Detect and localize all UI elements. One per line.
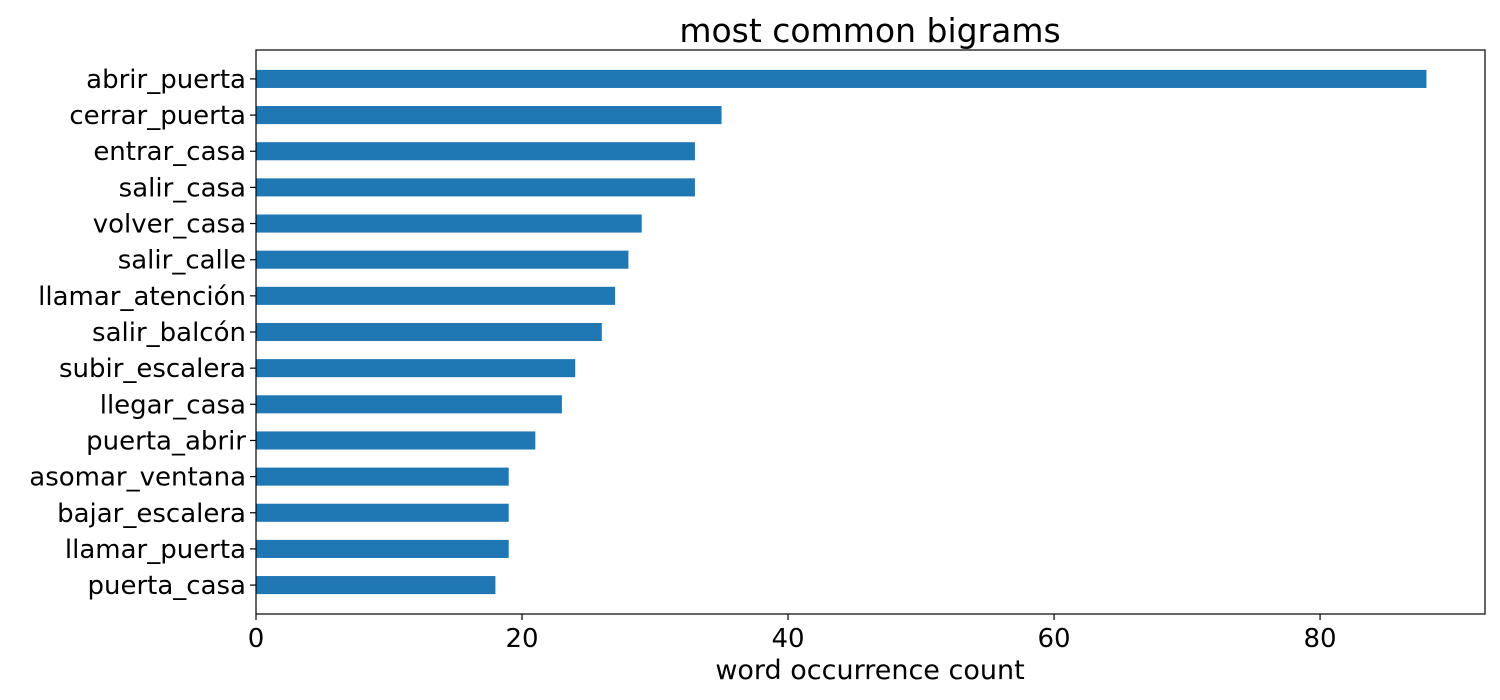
x-tick-label-20: 20 xyxy=(505,624,538,654)
y-tick-label-cerrar-puerta: cerrar_puerta xyxy=(69,101,246,131)
x-tick-label-60: 60 xyxy=(1038,624,1071,654)
bar-llamar-atenci-n xyxy=(256,286,616,305)
y-tick-label-llamar-atenci-n: llamar_atención xyxy=(38,282,246,312)
y-tick-label-asomar-ventana: asomar_ventana xyxy=(29,463,246,493)
x-tick-label-40: 40 xyxy=(771,624,804,654)
bar-puerta-casa xyxy=(256,576,496,595)
bar-cerrar-puerta xyxy=(256,106,722,125)
y-tick-label-bajar-escalera: bajar_escalera xyxy=(57,499,246,529)
y-tick-label-subir-escalera: subir_escalera xyxy=(59,354,246,384)
bars-layer xyxy=(256,69,1427,595)
y-tick-label-salir-casa: salir_casa xyxy=(119,173,246,203)
bar-llamar-puerta xyxy=(256,539,509,558)
y-tick-label-entrar-casa: entrar_casa xyxy=(93,137,246,167)
y-tick-label-llamar-puerta: llamar_puerta xyxy=(65,535,246,565)
y-axis: abrir_puerta cerrar_puerta entrar_casasali… xyxy=(29,65,256,601)
plot-frame xyxy=(255,49,1486,615)
y-tick-label-llegar-casa: llegar_casa xyxy=(100,390,246,420)
bar-salir-calle xyxy=(256,250,629,269)
x-axis-label: word occurrence count xyxy=(715,655,1024,686)
x-axis: 0 20 40 60 80 xyxy=(248,614,1337,654)
y-tick-label-salir-balc-n: salir_balcón xyxy=(92,318,246,348)
y-tick-label-puerta-casa: puerta_casa xyxy=(87,571,246,601)
y-tick-label-volver-casa: volver_casa xyxy=(93,210,246,240)
x-tick-label-80: 80 xyxy=(1304,624,1337,654)
y-tick-label-puerta-abrir: puerta_abrir xyxy=(86,426,246,456)
bar-llegar-casa xyxy=(256,395,562,414)
bar-asomar-ventana xyxy=(256,467,509,486)
bar-subir-escalera xyxy=(256,359,576,378)
chart-title: most common bigrams xyxy=(679,11,1060,50)
bar-salir-casa xyxy=(256,178,695,197)
bar-salir-balc-n xyxy=(256,322,602,342)
bar-abrir-puerta xyxy=(256,69,1427,88)
x-tick-label-0: 0 xyxy=(248,624,265,654)
bar-bajar-escalera xyxy=(256,503,509,522)
bar-entrar-casa xyxy=(256,142,695,161)
bar-volver-casa xyxy=(256,214,642,233)
y-tick-label-abrir-puerta: abrir_puerta xyxy=(86,65,246,95)
bar-puerta-abrir xyxy=(256,431,536,450)
y-tick-label-salir-calle: salir_calle xyxy=(118,246,246,276)
